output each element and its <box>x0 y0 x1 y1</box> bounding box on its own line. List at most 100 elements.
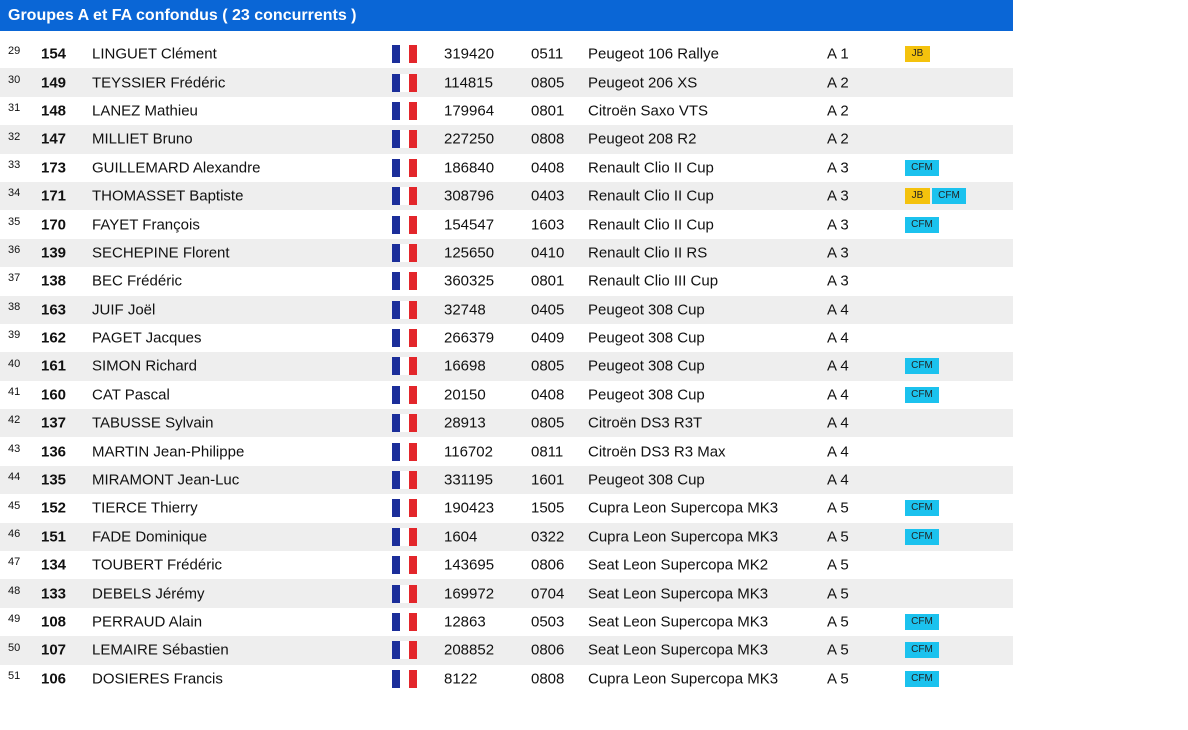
license-cell: 319420 <box>444 45 495 63</box>
car-model-cell: Peugeot 208 R2 <box>588 130 697 148</box>
table-row: 43 136 MARTIN Jean-Philippe 116702 0811 Citro… <box>0 437 1013 465</box>
license-cell: 32748 <box>444 301 486 319</box>
code-cell: 0808 <box>531 670 565 688</box>
driver-name-cell: DEBELS Jérémy <box>92 585 205 603</box>
driver-name-cell: THOMASSET Baptiste <box>92 187 244 205</box>
code-cell: 0805 <box>531 357 565 375</box>
code-cell: 0503 <box>531 613 565 631</box>
license-cell: 179964 <box>444 102 495 120</box>
driver-name-cell: FADE Dominique <box>92 528 208 546</box>
code-cell: 0405 <box>531 301 565 319</box>
class-cell: A 3 <box>827 272 849 290</box>
driver-name-cell: LEMAIRE Sébastien <box>92 641 229 659</box>
car-model-cell: Peugeot 308 Cup <box>588 357 705 375</box>
class-cell: A 1 <box>827 45 849 63</box>
car-model-cell: Seat Leon Supercopa MK2 <box>588 556 769 574</box>
france-flag-icon <box>392 442 417 461</box>
table-row: 49 108 PERRAUD Alain 12863 0503 Seat Leon Sup… <box>0 608 1013 636</box>
france-flag-icon <box>392 613 417 631</box>
race-number-cell: 135 <box>41 471 67 489</box>
license-cell: 12863 <box>444 613 486 631</box>
race-number-cell: 137 <box>41 414 67 432</box>
code-cell: 1603 <box>531 216 565 234</box>
driver-name-cell: PAGET Jacques <box>92 329 202 347</box>
position-cell: 46 <box>8 527 21 540</box>
car-model-cell: Seat Leon Supercopa MK3 <box>588 641 769 659</box>
class-cell: A 3 <box>827 187 849 205</box>
driver-name-cell: TOUBERT Frédéric <box>92 556 223 574</box>
code-cell: 0410 <box>531 244 565 262</box>
code-cell: 0805 <box>531 414 565 432</box>
car-model-cell: Cupra Leon Supercopa MK3 <box>588 499 779 517</box>
position-cell: 47 <box>8 556 21 569</box>
france-flag-icon <box>392 385 417 404</box>
table-row: 45 152 TIERCE Thierry 190423 1505 Cupra Leon … <box>0 494 1013 522</box>
table-row: 29 154 LINGUET Clément 319420 0511 Peugeot 10… <box>0 40 1013 68</box>
class-cell: A 3 <box>827 244 849 262</box>
driver-name-cell: JUIF Joël <box>92 301 156 319</box>
badge-group: CFM <box>905 670 939 687</box>
badge-group: JB <box>905 46 930 63</box>
race-number-cell: 151 <box>41 528 67 546</box>
position-cell: 29 <box>8 45 21 58</box>
race-number-cell: 163 <box>41 301 67 319</box>
license-cell: 125650 <box>444 244 495 262</box>
code-cell: 0408 <box>531 159 565 177</box>
france-flag-icon <box>392 499 417 518</box>
table-row: 47 134 TOUBERT Frédéric 143695 0806 Seat Leon… <box>0 551 1013 579</box>
table-row: 30 149 TEYSSIER Frédéric 114815 0805 Peugeot … <box>0 68 1013 97</box>
table-row: 46 151 FADE Dominique 1604 0322 Cupra Leon Su… <box>0 522 1013 552</box>
class-cell: A 5 <box>827 499 849 517</box>
position-cell: 34 <box>8 187 21 200</box>
jb-badge: JB <box>905 188 930 205</box>
france-flag-icon <box>392 527 417 546</box>
race-number-cell: 162 <box>41 329 67 347</box>
code-cell: 0801 <box>531 102 565 120</box>
code-cell: 0704 <box>531 585 565 603</box>
class-cell: A 2 <box>827 102 849 120</box>
driver-name-cell: LINGUET Clément <box>92 45 217 63</box>
table-row: 33 173 GUILLEMARD Alexandre 186840 0408 Renau… <box>0 154 1013 182</box>
cfm-badge: CFM <box>905 216 939 233</box>
france-flag-icon <box>392 584 417 603</box>
class-cell: A 5 <box>827 641 849 659</box>
code-cell: 0322 <box>531 528 565 546</box>
driver-name-cell: TIERCE Thierry <box>92 499 198 517</box>
table-row: 35 170 FAYET François 154547 1603 Renault Cli… <box>0 210 1013 238</box>
license-cell: 360325 <box>444 272 495 290</box>
driver-name-cell: MIRAMONT Jean-Luc <box>92 471 240 489</box>
driver-name-cell: MILLIET Bruno <box>92 130 193 148</box>
license-cell: 308796 <box>444 187 495 205</box>
section-header: Groupes A et FA confondus ( 23 concurren… <box>0 0 1013 31</box>
position-cell: 44 <box>8 471 21 484</box>
driver-name-cell: PERRAUD Alain <box>92 613 203 631</box>
class-cell: A 5 <box>827 585 849 603</box>
code-cell: 0409 <box>531 329 565 347</box>
license-cell: 266379 <box>444 329 495 347</box>
car-model-cell: Renault Clio II Cup <box>588 159 714 177</box>
cfm-badge: CFM <box>905 358 939 375</box>
badge-group: CFM <box>905 614 939 630</box>
france-flag-icon <box>392 73 417 92</box>
driver-name-cell: TABUSSE Sylvain <box>92 414 214 432</box>
table-row: 40 161 SIMON Richard 16698 0805 Peugeot 308 C… <box>0 352 1013 381</box>
license-cell: 116702 <box>444 443 493 461</box>
france-flag-icon <box>392 45 417 64</box>
badge-group: CFM <box>905 642 939 659</box>
position-cell: 35 <box>8 215 21 228</box>
license-cell: 114815 <box>444 74 493 92</box>
race-number-cell: 147 <box>41 130 67 148</box>
france-flag-icon <box>392 357 417 376</box>
cfm-badge: CFM <box>932 188 966 205</box>
france-flag-icon <box>392 556 417 575</box>
class-cell: A 4 <box>827 414 849 432</box>
entry-list: 29 154 LINGUET Clément 319420 0511 Peugeot 10… <box>0 40 1013 693</box>
car-model-cell: Seat Leon Supercopa MK3 <box>588 613 769 631</box>
license-cell: 1604 <box>444 528 478 546</box>
class-cell: A 4 <box>827 301 849 319</box>
position-cell: 40 <box>8 357 21 370</box>
table-row: 39 162 PAGET Jacques 266379 0409 Peugeot 308 … <box>0 324 1013 352</box>
badge-group: CFM <box>905 358 939 375</box>
driver-name-cell: DOSIERES Francis <box>92 670 223 688</box>
france-flag-icon <box>392 471 417 490</box>
